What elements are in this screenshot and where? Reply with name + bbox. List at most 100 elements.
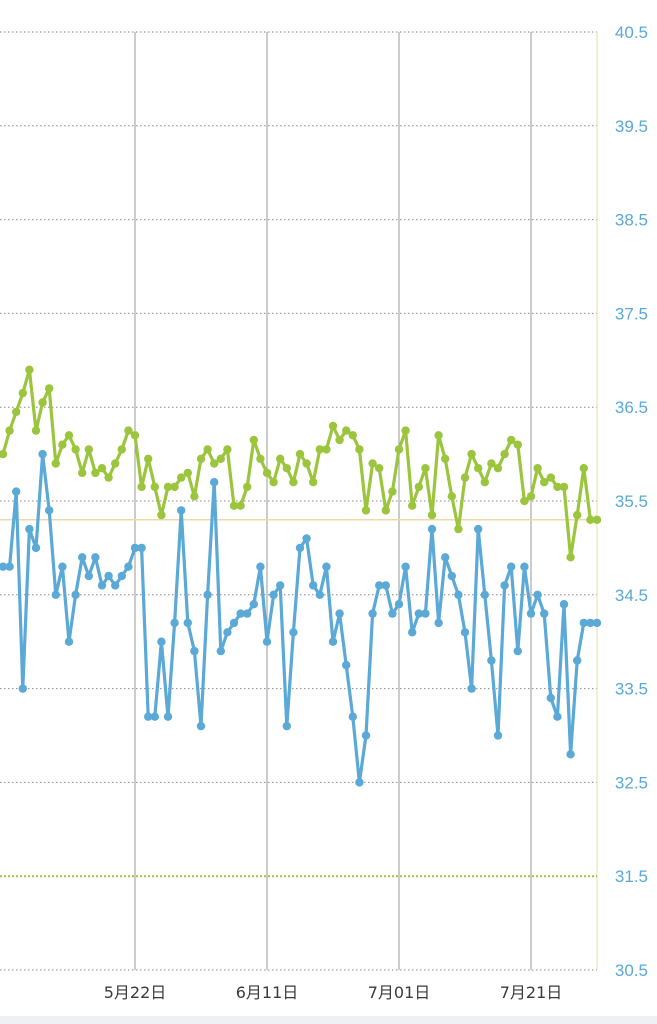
data-point <box>0 562 8 571</box>
data-point <box>183 618 192 628</box>
data-point <box>441 553 450 562</box>
data-point <box>328 637 338 646</box>
data-point <box>493 731 503 740</box>
data-point <box>474 524 483 534</box>
data-point <box>104 571 113 581</box>
data-point <box>388 609 397 618</box>
data-point <box>441 454 450 463</box>
data-point <box>150 482 159 492</box>
data-point <box>309 478 318 487</box>
data-point <box>401 562 410 571</box>
data-point <box>117 571 127 581</box>
data-point <box>335 435 344 445</box>
data-point <box>91 468 100 478</box>
data-point <box>546 693 555 703</box>
data-point <box>262 468 272 478</box>
data-point <box>18 684 27 693</box>
data-point <box>500 581 509 590</box>
data-point <box>546 473 555 482</box>
data-point <box>394 600 404 609</box>
data-point <box>170 618 179 628</box>
data-point <box>117 445 127 454</box>
series-line <box>1 452 599 785</box>
data-point <box>269 478 278 487</box>
data-point <box>5 426 14 435</box>
data-point <box>480 590 489 599</box>
data-point <box>163 712 173 721</box>
y-tick-label: 31.5 <box>615 867 648 886</box>
data-point <box>487 656 496 665</box>
data-point <box>157 510 166 520</box>
data-point <box>526 609 536 618</box>
data-point <box>25 365 34 374</box>
data-point <box>447 571 456 581</box>
data-point <box>38 398 47 407</box>
data-point <box>58 440 67 449</box>
data-point <box>256 454 265 463</box>
data-point <box>289 628 298 637</box>
data-point <box>355 778 364 787</box>
data-point <box>196 454 206 463</box>
data-point <box>348 431 357 440</box>
data-point <box>104 473 113 482</box>
data-point <box>408 628 417 637</box>
data-point <box>414 482 423 492</box>
data-point <box>25 524 34 534</box>
data-point <box>579 618 588 628</box>
data-point <box>302 459 311 468</box>
data-point <box>31 426 41 435</box>
y-tick-label: 39.5 <box>615 117 648 136</box>
data-point <box>58 562 67 571</box>
data-point <box>553 712 562 721</box>
data-point <box>144 712 153 721</box>
data-point <box>111 581 120 590</box>
series-1 <box>0 365 602 562</box>
data-point <box>421 464 430 473</box>
data-point <box>71 445 80 454</box>
data-point <box>51 590 60 599</box>
data-point <box>573 656 582 665</box>
data-point <box>243 609 252 618</box>
data-point <box>559 600 569 609</box>
data-point <box>243 482 252 492</box>
data-point <box>262 637 272 646</box>
data-point <box>566 750 575 759</box>
data-point <box>97 581 107 590</box>
data-point <box>586 618 595 628</box>
data-point <box>276 581 285 590</box>
data-point <box>256 562 265 571</box>
data-point <box>388 487 397 496</box>
data-point <box>401 426 410 435</box>
data-point <box>540 609 549 618</box>
data-point <box>454 590 463 599</box>
reference-lines <box>0 519 597 878</box>
data-point <box>335 609 344 618</box>
data-point <box>467 684 476 693</box>
data-point <box>137 482 146 492</box>
data-point <box>78 553 87 562</box>
data-point <box>249 435 258 445</box>
data-point <box>91 553 100 562</box>
data-point <box>45 506 54 515</box>
data-point <box>236 609 245 618</box>
data-point <box>375 581 384 590</box>
data-point <box>559 482 569 492</box>
data-point <box>309 581 318 590</box>
data-point <box>157 637 166 646</box>
data-point <box>322 445 331 454</box>
data-point <box>467 449 476 459</box>
data-point <box>51 459 60 468</box>
data-point <box>84 445 94 454</box>
data-point <box>190 646 199 656</box>
data-point <box>460 473 470 482</box>
data-point <box>18 388 27 398</box>
data-point <box>302 534 311 543</box>
data-point <box>434 618 443 628</box>
data-point <box>355 445 364 454</box>
data-point <box>124 426 133 435</box>
data-point <box>84 571 94 581</box>
bottom-scroll-bar <box>0 1016 657 1024</box>
data-point <box>236 501 245 510</box>
data-point <box>533 590 542 599</box>
data-point <box>500 449 509 459</box>
